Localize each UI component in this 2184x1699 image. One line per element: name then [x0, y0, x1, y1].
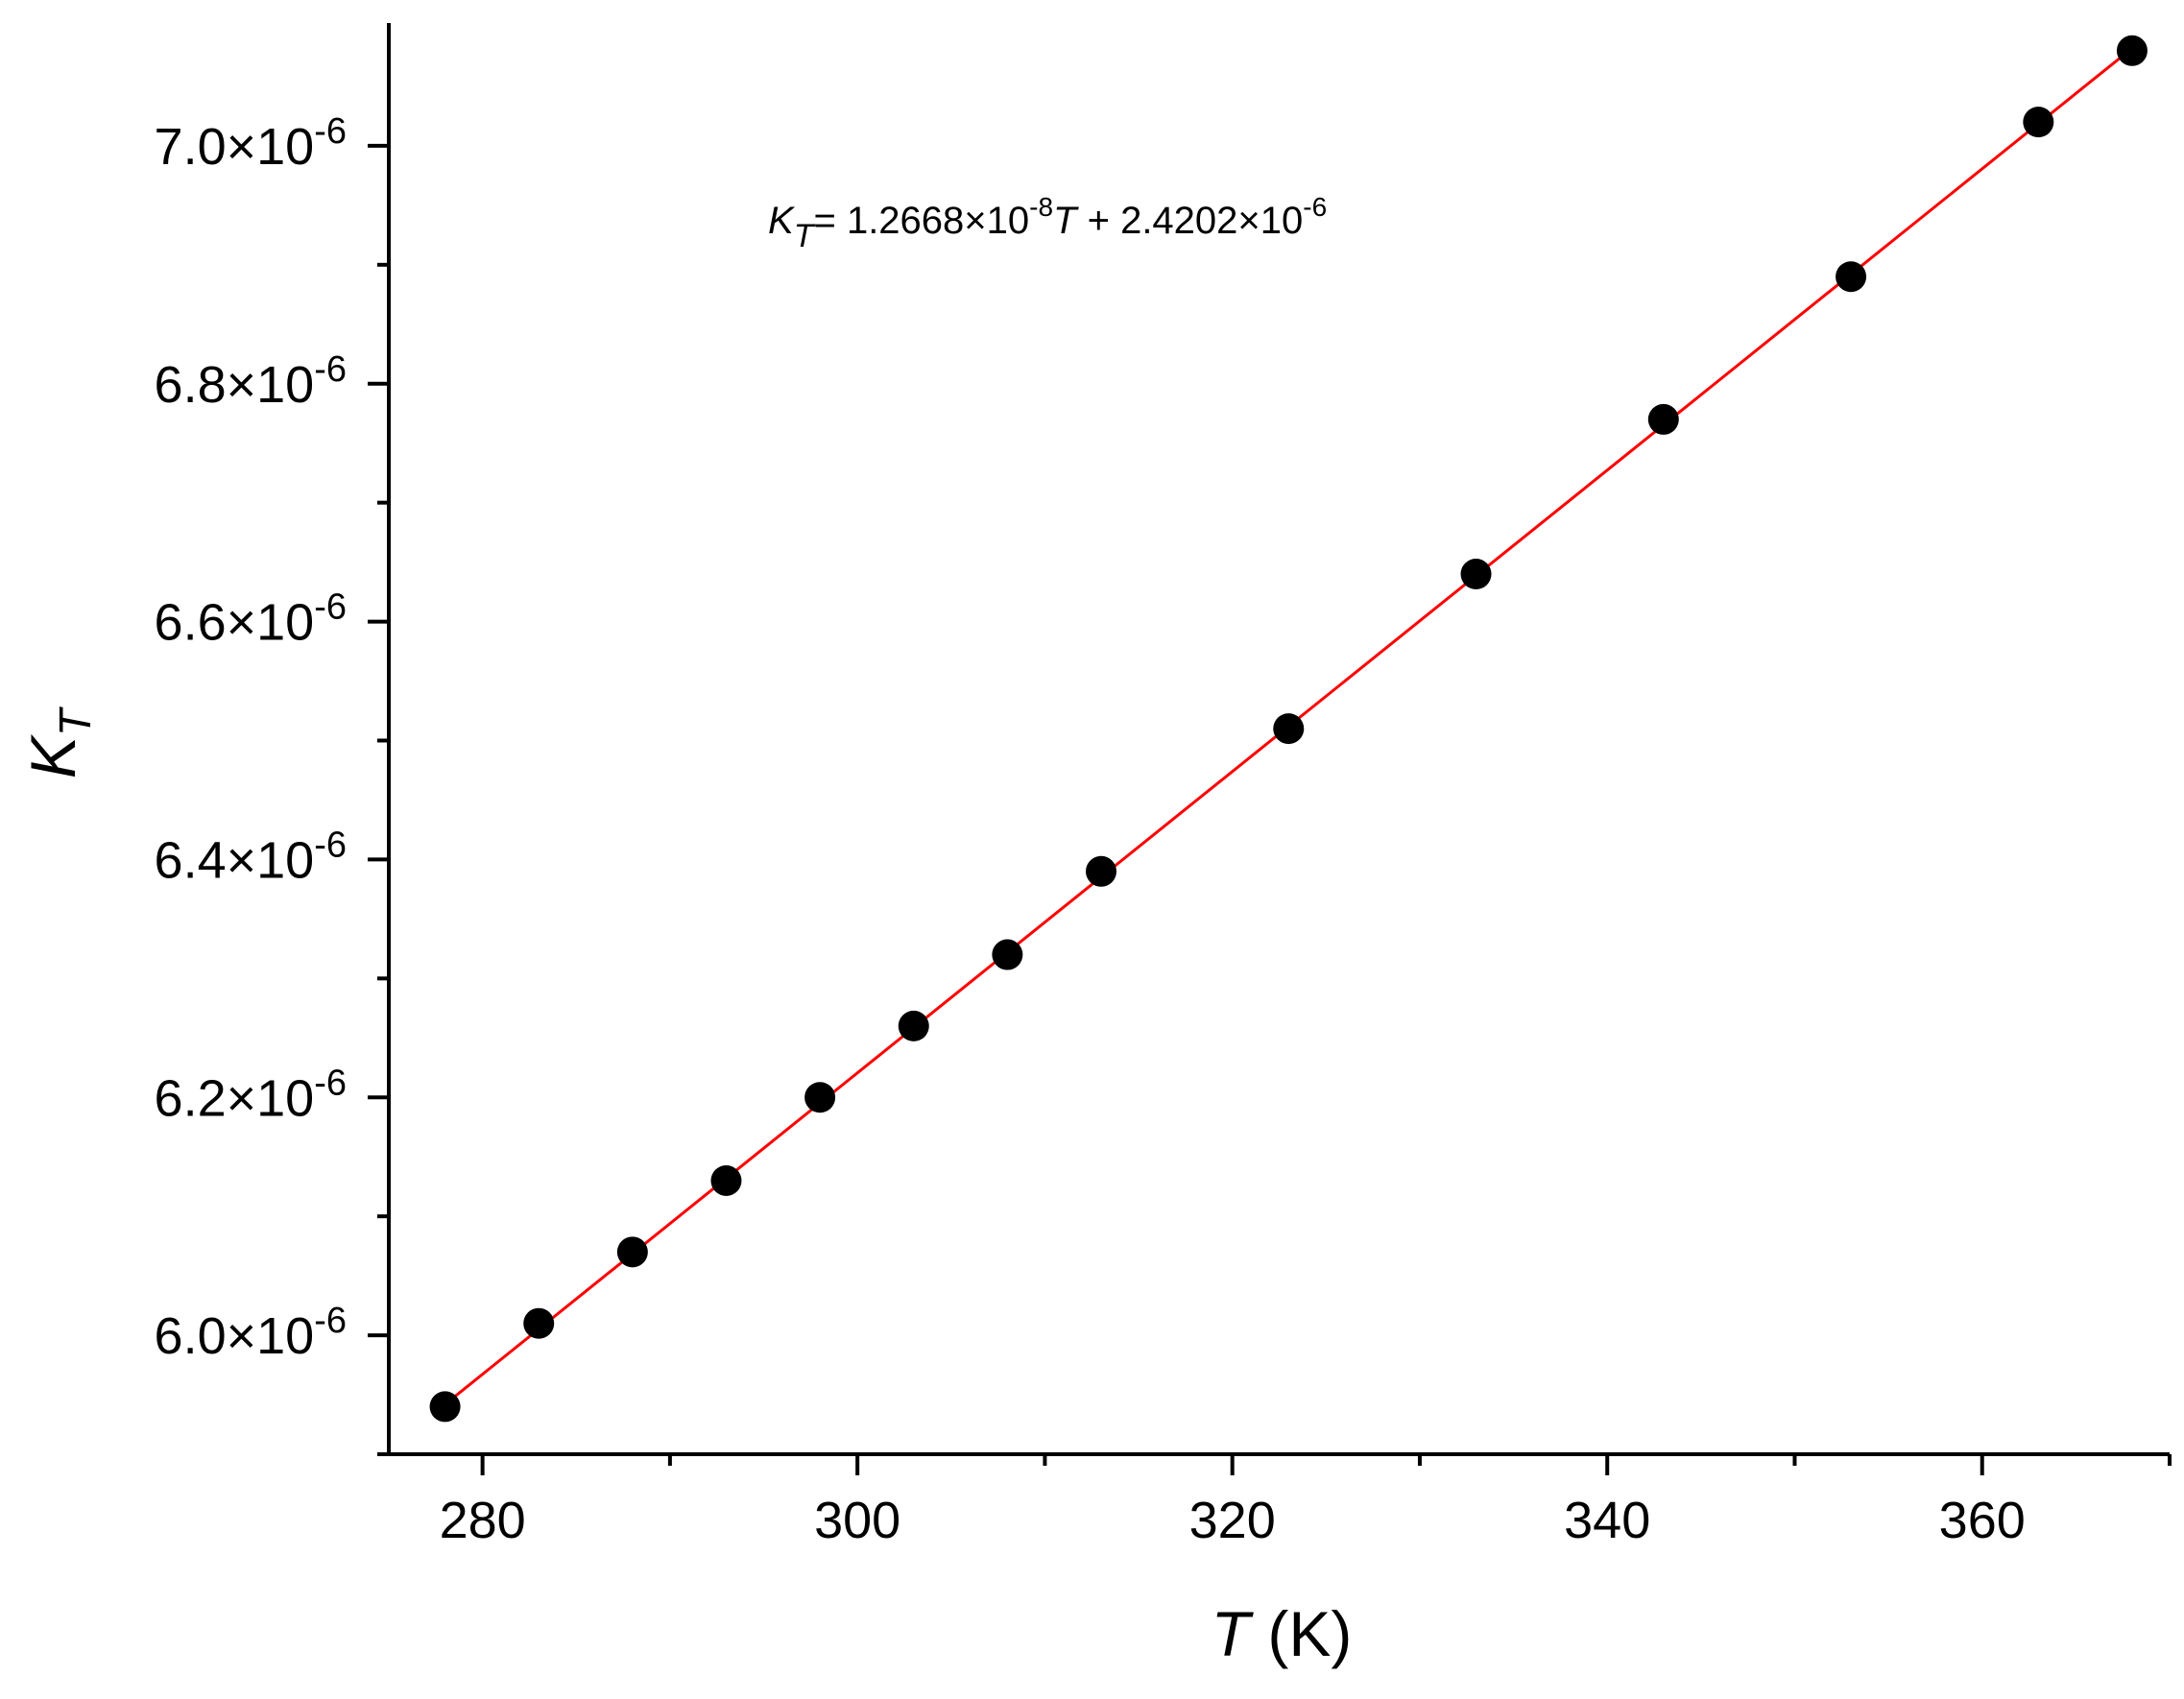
data-point-303 [898, 1010, 929, 1041]
x-axis-unit: (K) [1267, 1598, 1352, 1669]
x-tick-label-340: 340 [1564, 1492, 1650, 1549]
data-point-283 [523, 1307, 555, 1339]
y-tick-mantissa: 6.0×10 [155, 1307, 315, 1365]
y-tick-exponent: -6 [314, 587, 347, 628]
x-axis-title: T (K) [1212, 1598, 1353, 1669]
eq-exp-b: -6 [1303, 192, 1327, 222]
eq-part-a: = 1.2668×10 [813, 200, 1029, 242]
y-tick-label-3: 6.6×10-6 [155, 587, 347, 652]
y-tick-label-1: 6.2×10-6 [155, 1063, 347, 1127]
y-tick-label-4: 6.8×10-6 [155, 349, 347, 414]
y-axis-title: KT [17, 706, 100, 778]
y-tick-exponent: -6 [314, 349, 347, 390]
y-tick-mantissa: 7.0×10 [155, 118, 315, 176]
data-point-313 [1086, 855, 1116, 887]
ticks: 280 300 320 340 3606.0×10-66.2×10-66.4×10-66… [155, 111, 2172, 1549]
data-point-278 [429, 1391, 461, 1423]
x-tick-label-280: 280 [440, 1492, 526, 1549]
eq-var-sub: T [794, 218, 816, 254]
y-tick-exponent: -6 [314, 1301, 347, 1341]
x-tick-label-300: 300 [814, 1492, 900, 1549]
data-point-288 [616, 1236, 648, 1268]
data-point-363 [2023, 107, 2054, 138]
data-points [429, 35, 2148, 1423]
y-tick-exponent: -6 [314, 1063, 347, 1103]
x-axis-unit-space [1250, 1598, 1267, 1669]
y-tick-label-2: 6.4×10-6 [155, 825, 347, 889]
x-tick-label-360: 360 [1939, 1492, 2026, 1549]
y-tick-label-0: 6.0×10-6 [155, 1301, 347, 1365]
data-point-298 [804, 1082, 836, 1113]
y-axis-sub: T [50, 706, 100, 736]
x-axis-var: T [1212, 1598, 1255, 1669]
y-tick-label-5: 7.0×10-6 [155, 111, 347, 176]
y-axis-var: K [17, 733, 88, 778]
eq-exp-a: -8 [1029, 192, 1053, 222]
y-tick-mantissa: 6.6×10 [155, 594, 315, 652]
fit-equation: KT= 1.2668×10-8T + 2.4202×10-6 [768, 192, 1327, 254]
y-tick-mantissa: 6.4×10 [155, 831, 315, 889]
y-tick-exponent: -6 [314, 825, 347, 865]
x-tick-label-320: 320 [1189, 1492, 1276, 1549]
data-point-333 [1460, 559, 1492, 590]
eq-var-t: T [1053, 200, 1079, 242]
data-point-308 [992, 939, 1023, 970]
eq-var-k: K [768, 200, 796, 242]
y-tick-exponent: -6 [314, 111, 347, 152]
data-point-353 [1836, 261, 1867, 293]
data-point-293 [710, 1164, 742, 1196]
eq-part-b: + 2.4202×10 [1076, 200, 1303, 242]
data-point-343 [1647, 403, 1679, 435]
data-point-368 [2116, 35, 2148, 66]
y-tick-mantissa: 6.8×10 [155, 356, 315, 414]
y-tick-mantissa: 6.2×10 [155, 1069, 315, 1127]
data-point-323 [1273, 713, 1305, 745]
